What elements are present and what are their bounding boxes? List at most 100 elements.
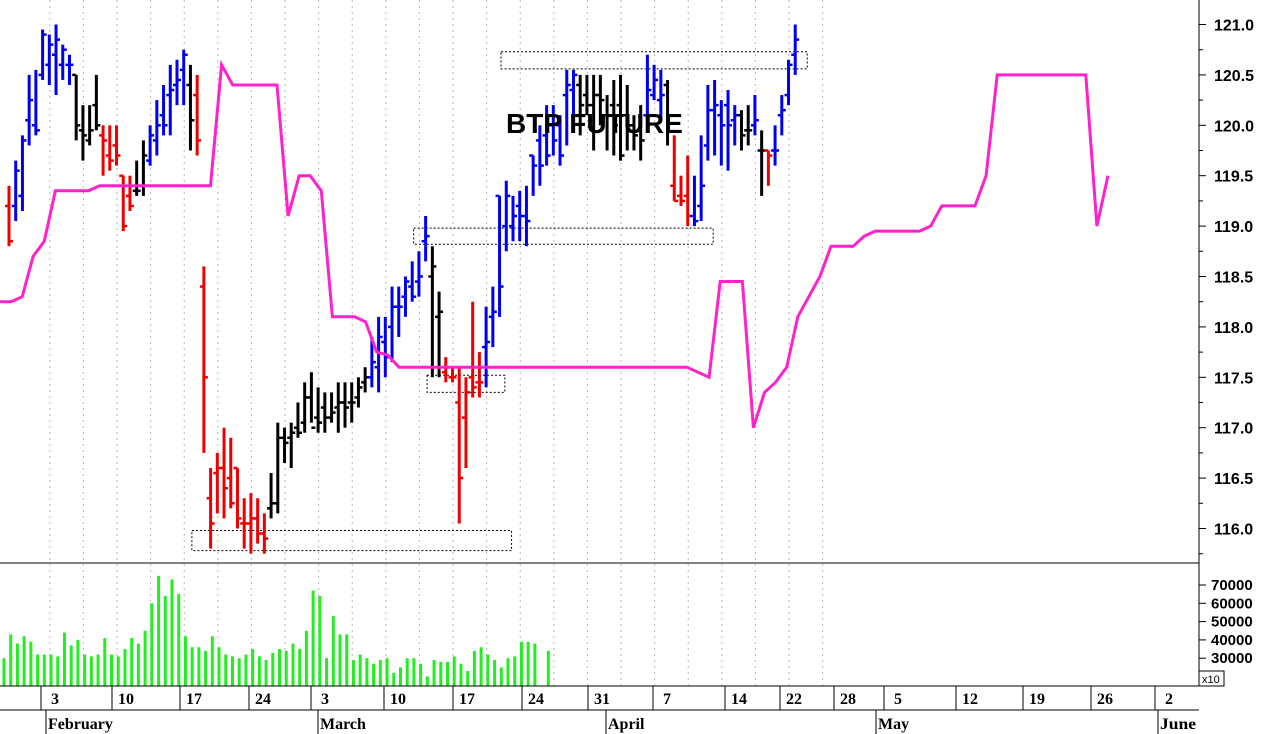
ohlc-bar bbox=[596, 74, 605, 126]
ohlc-bar bbox=[31, 69, 40, 136]
ohlc-bar bbox=[556, 115, 565, 166]
volume-tick-label: 30000 bbox=[1211, 650, 1253, 667]
ohlc-bar bbox=[757, 130, 766, 196]
price-tick-label: 117.0 bbox=[1214, 421, 1253, 438]
date-tick-label: 7 bbox=[663, 691, 671, 708]
ohlc-bar bbox=[213, 452, 222, 514]
ohlc-bar bbox=[529, 154, 538, 196]
ohlc-bar bbox=[656, 69, 665, 121]
date-tick-label: 5 bbox=[894, 691, 902, 708]
ohlc-bar bbox=[616, 74, 625, 161]
ohlc-bar bbox=[132, 160, 141, 196]
ohlc-bar bbox=[186, 64, 195, 151]
indicator-line bbox=[0, 59, 1110, 429]
price-tick-label: 116.5 bbox=[1214, 471, 1253, 488]
ohlc-bar bbox=[139, 140, 148, 196]
ohlc-bar bbox=[535, 125, 544, 186]
ohlc-bar bbox=[502, 180, 511, 252]
date-tick-label: 28 bbox=[840, 691, 856, 708]
ohlc-bar bbox=[764, 149, 773, 186]
ohlc-bar bbox=[105, 125, 114, 171]
ohlc-bar bbox=[777, 95, 786, 136]
month-label: February bbox=[48, 716, 113, 733]
ohlc-bar bbox=[569, 69, 578, 126]
ohlc-bar bbox=[428, 246, 437, 378]
ohlc-bar bbox=[72, 73, 81, 141]
ohlc-bar bbox=[18, 135, 27, 211]
ohlc-bar bbox=[253, 498, 262, 544]
price-axis-ticks: 116.0 116.5 117.0 117.5 118.0 118.5 119.0 119.5… bbox=[1199, 18, 1254, 555]
ohlc-bar bbox=[159, 84, 168, 136]
ohlc-bar bbox=[703, 84, 712, 161]
ohlc-bar bbox=[791, 24, 800, 75]
chart-title: BTP FUTURE bbox=[506, 108, 683, 139]
ohlc-bar bbox=[220, 427, 229, 519]
price-tick-label: 120.0 bbox=[1214, 118, 1254, 135]
ohlc-bar bbox=[273, 422, 282, 514]
ohlc-bar bbox=[771, 125, 780, 166]
ohlc-bar bbox=[347, 382, 356, 423]
ohlc-bar bbox=[414, 251, 423, 297]
ohlc-bar bbox=[166, 64, 175, 136]
ohlc-bar bbox=[435, 291, 444, 378]
ohlc-bar bbox=[677, 175, 685, 206]
ohlc-bar bbox=[260, 513, 269, 554]
annotation-box bbox=[413, 227, 714, 245]
date-tick-label: 19 bbox=[1029, 691, 1045, 708]
ohlc-bar bbox=[125, 175, 134, 211]
ohlc-bar bbox=[448, 367, 457, 383]
ohlc-bar bbox=[307, 372, 316, 429]
ohlc-bar bbox=[522, 185, 531, 247]
date-tick-label: 3 bbox=[321, 691, 329, 708]
ohlc-bar bbox=[199, 266, 208, 453]
ohlc-bar bbox=[112, 125, 121, 166]
ohlc-bar bbox=[320, 392, 329, 433]
ohlc-bar bbox=[152, 100, 161, 156]
date-tick-label: 12 bbox=[962, 691, 978, 708]
date-tick-label: 14 bbox=[731, 691, 747, 708]
month-label: April bbox=[608, 716, 645, 733]
ohlc-bar bbox=[334, 382, 343, 433]
ohlc-bar bbox=[45, 34, 54, 85]
ohlc-bar bbox=[367, 336, 376, 388]
ohlc-bar bbox=[173, 59, 181, 106]
ohlc-bar bbox=[562, 69, 571, 146]
ohlc-bar bbox=[603, 95, 612, 151]
ohlc-bar bbox=[710, 79, 719, 156]
volume-tick-label: 50000 bbox=[1211, 614, 1253, 631]
ohlc-bar bbox=[65, 54, 74, 85]
ohlc-bar bbox=[78, 105, 87, 161]
volume-tick-label: 60000 bbox=[1211, 595, 1253, 612]
ohlc-bar bbox=[482, 306, 491, 388]
date-tick-label: 22 bbox=[786, 691, 802, 708]
date-tick-label: 10 bbox=[390, 691, 406, 708]
volume-tick-label: 70000 bbox=[1211, 577, 1253, 594]
ohlc-bar bbox=[455, 367, 464, 524]
price-tick-label: 118.0 bbox=[1214, 320, 1253, 337]
ohlc-bar bbox=[750, 95, 759, 136]
ohlc-bar bbox=[11, 160, 20, 222]
price-tick-label: 118.5 bbox=[1214, 270, 1253, 287]
date-tick-label: 17 bbox=[186, 691, 202, 708]
ohlc-bar bbox=[737, 110, 746, 151]
date-tick-label: 24 bbox=[255, 691, 271, 708]
date-tick-label: 2 bbox=[1165, 691, 1173, 708]
ohlc-bar bbox=[280, 427, 289, 463]
ohlc-bar bbox=[38, 29, 47, 80]
date-tick-label: 26 bbox=[1097, 691, 1113, 708]
annotation-box bbox=[191, 530, 513, 552]
ohlc-bar bbox=[374, 316, 383, 393]
ohlc-bar bbox=[341, 382, 349, 428]
ohlc-bar bbox=[119, 174, 128, 232]
month-label: June bbox=[1160, 716, 1196, 733]
ohlc-bar bbox=[636, 105, 645, 161]
ohlc-bar bbox=[650, 64, 659, 101]
ohlc-bar bbox=[509, 195, 517, 242]
ohlc-bar bbox=[697, 135, 706, 222]
ohlc-bar bbox=[25, 74, 34, 146]
ohlc-bar bbox=[576, 74, 585, 136]
ohlc-bar bbox=[401, 276, 410, 317]
volume-tick-label: 40000 bbox=[1211, 632, 1253, 649]
ohlc-bar bbox=[354, 377, 363, 408]
